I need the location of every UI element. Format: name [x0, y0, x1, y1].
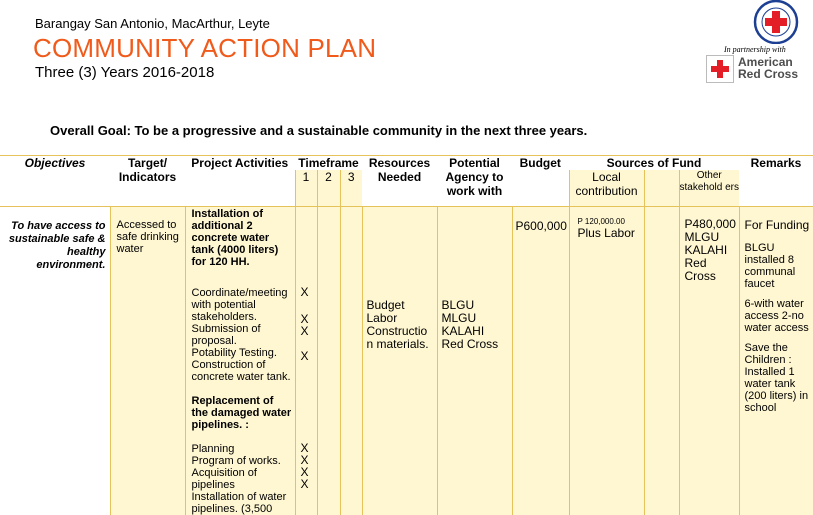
american-red-cross-logo-text: American Red Cross: [738, 56, 798, 80]
activities-cell: Installation of additional 2 concrete wa…: [184, 205, 295, 515]
document-subtitle: Three (3) Years 2016-2018: [35, 64, 215, 81]
agency-item: Red Cross: [441, 336, 499, 351]
activity-item: Construction of concrete water tank.: [191, 358, 291, 383]
activity-item: Coordinate/meeting with potential stakeh…: [191, 286, 288, 323]
header-other: Other stakehold ers: [678, 170, 739, 206]
header-tf-1: 1: [294, 170, 317, 206]
x-mark: X: [300, 284, 309, 299]
agency-cell: BLGU MLGU KALAHI Red Cross: [436, 205, 512, 515]
activity-item: Planning: [191, 442, 235, 455]
other-name: MLGU: [684, 229, 720, 244]
document-title: COMMUNITY ACTION PLAN: [33, 33, 377, 63]
remark-item: BLGU installed 8 communal faucet: [744, 241, 796, 290]
partnership-text: In partnership with: [724, 45, 786, 54]
remark-item: 6-with water access 2-no water access: [744, 297, 809, 334]
header-tf-3: 3: [339, 170, 362, 206]
partner-line-1: American: [738, 55, 793, 69]
header-timeframe: Timeframe: [295, 155, 362, 170]
local-contribution-cell: P 120,000.00 Plus Labor: [568, 205, 644, 515]
header-activities: Project Activities: [185, 155, 295, 206]
blank-source-cell: [643, 205, 679, 515]
other-stakeholders-cell: P480,000 MLGU KALAHI Red Cross: [678, 205, 739, 515]
x-mark: X: [300, 440, 309, 455]
resource-item: Constructio n materials.: [366, 323, 429, 351]
agency-item: MLGU: [441, 310, 477, 325]
timeframe-1-cell: X X X X X X X X: [294, 205, 317, 515]
resource-item: Budget: [366, 297, 405, 312]
agency-item: BLGU: [441, 297, 475, 312]
header-local: Local contribution: [568, 170, 644, 206]
remarks-cell: For Funding BLGU installed 8 communal fa…: [738, 205, 813, 515]
other-amount: P480,000: [684, 216, 736, 231]
activity-item: Installation of water pipelines. (3,500: [191, 490, 287, 515]
american-red-cross-icon: [706, 55, 734, 83]
budget-cell: P600,000: [511, 205, 569, 515]
header-agency: Potential Agency to work with: [437, 155, 512, 206]
partner-line-2: Red Cross: [738, 67, 799, 81]
action-plan-table: Objectives Target/ Indicators Project Ac…: [0, 155, 813, 515]
x-mark: X: [300, 464, 309, 479]
header-sources: Sources of Fund: [569, 155, 739, 170]
local-labor: Plus Labor: [577, 225, 635, 240]
x-mark: X: [300, 476, 309, 491]
timeframe-3-cell: [339, 205, 362, 515]
remark-item: Save the Children : Installed 1 water ta…: [744, 341, 809, 414]
x-mark: X: [300, 348, 309, 363]
philippine-red-cross-seal-icon: [753, 0, 799, 44]
other-name: Cross: [684, 268, 716, 283]
remark-item: For Funding: [744, 217, 810, 232]
activity-item: Potability Testing.: [191, 346, 277, 359]
header-resources: Resources Needed: [362, 155, 437, 206]
target-cell: Accessed to safe drinking water: [109, 205, 185, 515]
activity-item: Acquisition of pipelines: [191, 466, 257, 491]
x-mark: X: [300, 323, 309, 338]
activity-heading-1: Installation of additional 2 concrete wa…: [191, 207, 279, 268]
header-target: Target/ Indicators: [110, 155, 185, 206]
activity-item: Program of works.: [191, 454, 281, 467]
header-budget: Budget: [512, 155, 569, 206]
header-tf-2: 2: [316, 170, 340, 206]
x-mark: X: [300, 311, 309, 326]
activity-item: Submission of proposal.: [191, 322, 261, 347]
location-text: Barangay San Antonio, MacArthur, Leyte: [35, 16, 270, 31]
local-amount: P 120,000.00: [577, 216, 625, 226]
header-remarks: Remarks: [739, 155, 813, 206]
objective-cell: To have access to sustainable safe & hea…: [0, 205, 110, 515]
x-mark: X: [300, 452, 309, 467]
other-name: KALAHI: [684, 242, 728, 257]
header-blank: [643, 170, 679, 206]
activity-heading-2: Replacement of the damaged water pipelin…: [191, 394, 292, 431]
header-objectives: Objectives: [0, 155, 110, 206]
timeframe-2-cell: [316, 205, 340, 515]
agency-item: KALAHI: [441, 323, 485, 338]
resource-item: Labor: [366, 310, 398, 325]
other-name: Red: [684, 255, 707, 270]
overall-goal: Overall Goal: To be a progressive and a …: [50, 123, 588, 138]
resources-cell: Budget Labor Constructio n materials.: [361, 205, 437, 515]
